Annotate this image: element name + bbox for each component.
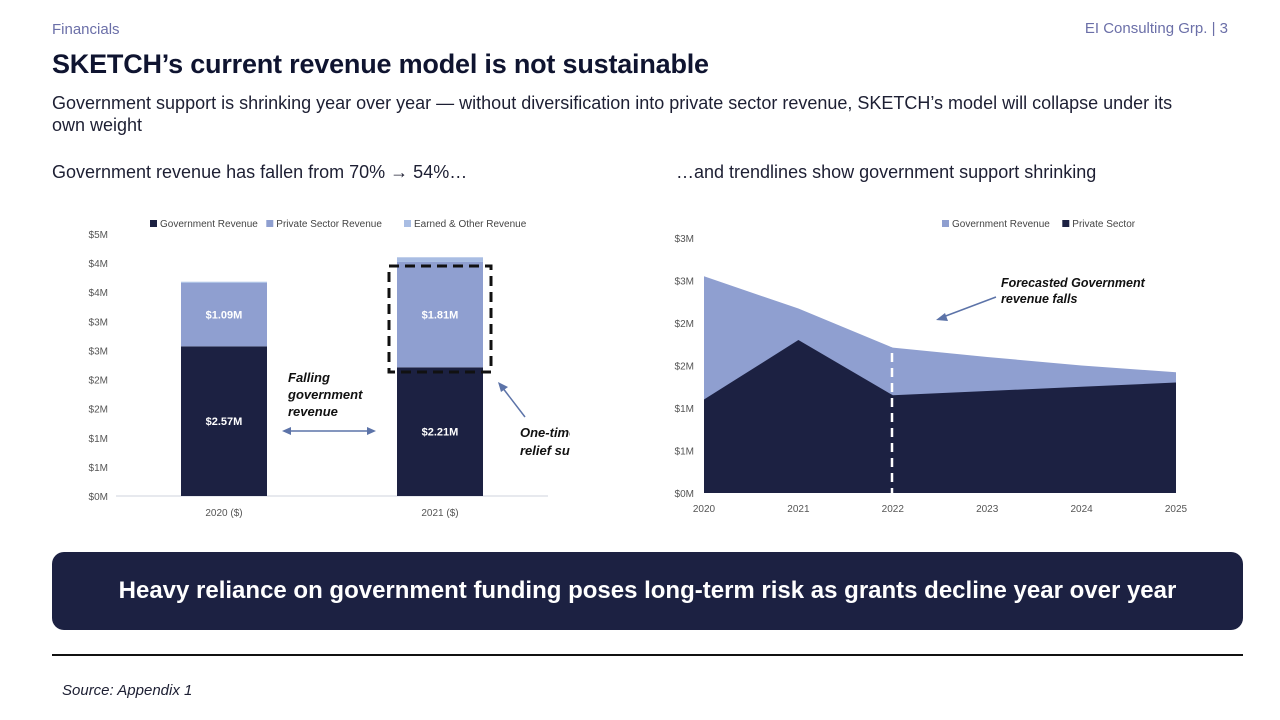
y-tick-label: $3M bbox=[675, 277, 694, 288]
x-tick-label: 2020 ($) bbox=[205, 508, 242, 519]
bar-data-label: $1.09M bbox=[206, 310, 243, 322]
annotation-falling-revenue: Falling government revenue bbox=[287, 370, 366, 419]
bar-data-label: $1.81M bbox=[422, 310, 459, 322]
y-tick-label: $1M bbox=[675, 447, 694, 458]
forecast-highlight-box bbox=[387, 264, 493, 374]
legend-swatch bbox=[150, 220, 157, 227]
y-tick-label: $1M bbox=[89, 463, 108, 474]
x-tick-label: 2025 bbox=[1165, 504, 1188, 515]
legend-label: Government Revenue bbox=[952, 219, 1050, 230]
y-tick-label: $1M bbox=[675, 404, 694, 415]
y-tick-label: $3M bbox=[675, 234, 694, 245]
bar-segment bbox=[181, 346, 267, 496]
area-trend-chart: $0M $1M $1M $2M $2M $3M $3M 2020 2021 2022 2023 202… bbox=[675, 219, 1188, 515]
bar-data-label: $2.57M bbox=[206, 416, 243, 428]
bar-data-label: $2.21M bbox=[422, 427, 459, 439]
bar-segment bbox=[181, 282, 267, 347]
footer-divider bbox=[52, 654, 1243, 656]
y-tick-label: $5M bbox=[89, 230, 108, 241]
legend-swatch bbox=[266, 220, 274, 227]
x-tick-label: 2021 ($) bbox=[421, 508, 458, 519]
key-takeaway-text: Heavy reliance on government funding pos… bbox=[118, 577, 1177, 604]
x-tick-label: 2020 bbox=[693, 504, 716, 515]
legend-swatch bbox=[942, 220, 949, 227]
y-tick-label: $4M bbox=[89, 288, 108, 299]
x-tick-label: 2023 bbox=[976, 504, 999, 515]
y-tick-label: $0M bbox=[89, 492, 108, 503]
legend-label: Earned & Other Revenue bbox=[414, 219, 527, 230]
annotation-relief-surge: One-time private-sector relief surge bbox=[520, 425, 570, 458]
legend-label: Government Revenue bbox=[160, 219, 258, 230]
source-note: Source: Appendix 1 bbox=[62, 682, 193, 699]
y-tick-label: $3M bbox=[89, 346, 108, 357]
y-tick-label: $1M bbox=[89, 434, 108, 445]
bar-segment bbox=[181, 281, 267, 283]
annotation-forecast: Forecasted Government revenue falls bbox=[1001, 276, 1148, 306]
y-tick-label: $3M bbox=[89, 317, 108, 328]
y-tick-label: $2M bbox=[675, 362, 694, 373]
right-chart-heading: …and trendlines show government support … bbox=[676, 162, 1097, 182]
legend-label: Private Sector Revenue bbox=[276, 219, 382, 230]
bar-segment bbox=[397, 367, 483, 496]
key-takeaway-banner: Heavy reliance on government funding pos… bbox=[52, 552, 1243, 630]
legend-swatch bbox=[404, 220, 411, 227]
slide-subtitle: Government support is shrinking year ove… bbox=[52, 93, 1173, 135]
x-tick-label: 2022 bbox=[882, 504, 905, 515]
falling-revenue-arrow bbox=[282, 427, 376, 435]
legend-label: Private Sector bbox=[1072, 219, 1135, 230]
x-tick-label: 2021 bbox=[787, 504, 810, 515]
bar-segment bbox=[397, 261, 483, 368]
x-tick-label: 2024 bbox=[1070, 504, 1093, 515]
stacked-bar-chart: $0M $1M $1M $2M $2M $3M $3M $4M $4M $5M 2020 ($) 20… bbox=[89, 219, 570, 519]
y-tick-label: $2M bbox=[89, 405, 108, 416]
forecast-arrow bbox=[936, 296, 997, 321]
section-label: Financials bbox=[52, 21, 120, 38]
y-tick-label: $2M bbox=[675, 319, 694, 330]
legend-swatch bbox=[1062, 220, 1070, 227]
y-tick-label: $0M bbox=[675, 489, 694, 500]
area-private-sector bbox=[704, 340, 1176, 493]
y-tick-label: $2M bbox=[89, 376, 108, 387]
slide-title: SKETCH’s current revenue model is not su… bbox=[52, 49, 709, 79]
brand-page-number: EI Consulting Grp. | 3 bbox=[1084, 20, 1228, 37]
relief-surge-arrow bbox=[498, 382, 526, 418]
y-tick-label: $4M bbox=[89, 259, 108, 270]
left-chart-heading: Government revenue has fallen from 70% →… bbox=[52, 162, 468, 182]
bar-segment bbox=[397, 257, 483, 262]
